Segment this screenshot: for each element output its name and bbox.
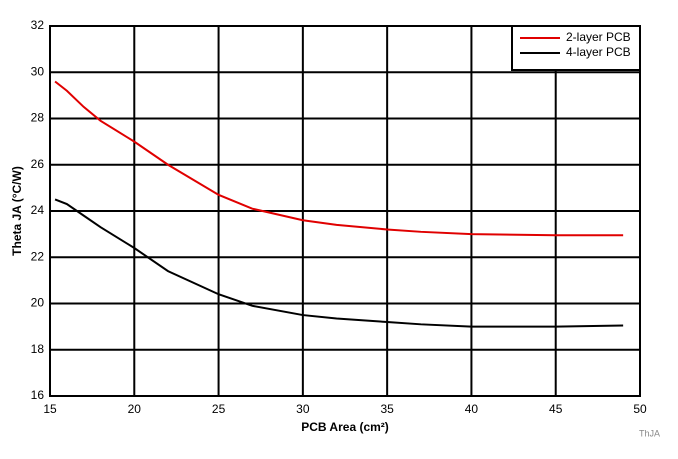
series-line [54,198,624,328]
x-tick-label: 45 [549,402,563,416]
y-tick-label: 20 [31,296,45,310]
x-tick-label: 25 [212,402,226,416]
x-tick-label: 35 [380,402,394,416]
legend-box [511,25,641,71]
y-tick-label: 28 [31,111,45,125]
y-tick-label: 22 [31,249,45,263]
legend-label: 2-layer PCB [566,30,631,44]
x-tick-label: 50 [633,402,647,416]
x-tick-label: 30 [296,402,310,416]
series-line [54,80,624,237]
x-tick-label: 15 [43,402,57,416]
y-tick-label: 24 [31,203,45,217]
x-axis-title: PCB Area (cm²) [301,420,389,434]
footnote: ThJA [639,428,660,438]
y-tick-label: 18 [31,342,45,356]
legend-label: 4-layer PCB [566,45,631,59]
y-axis-title: Theta JA (°C/W) [10,166,24,256]
y-tick-label: 26 [31,157,45,171]
y-tick-label: 30 [31,64,45,78]
x-tick-label: 20 [128,402,142,416]
x-tick-label: 40 [465,402,479,416]
y-tick-label: 32 [31,18,45,32]
plot-border [49,25,641,397]
y-tick-label: 16 [31,388,45,402]
